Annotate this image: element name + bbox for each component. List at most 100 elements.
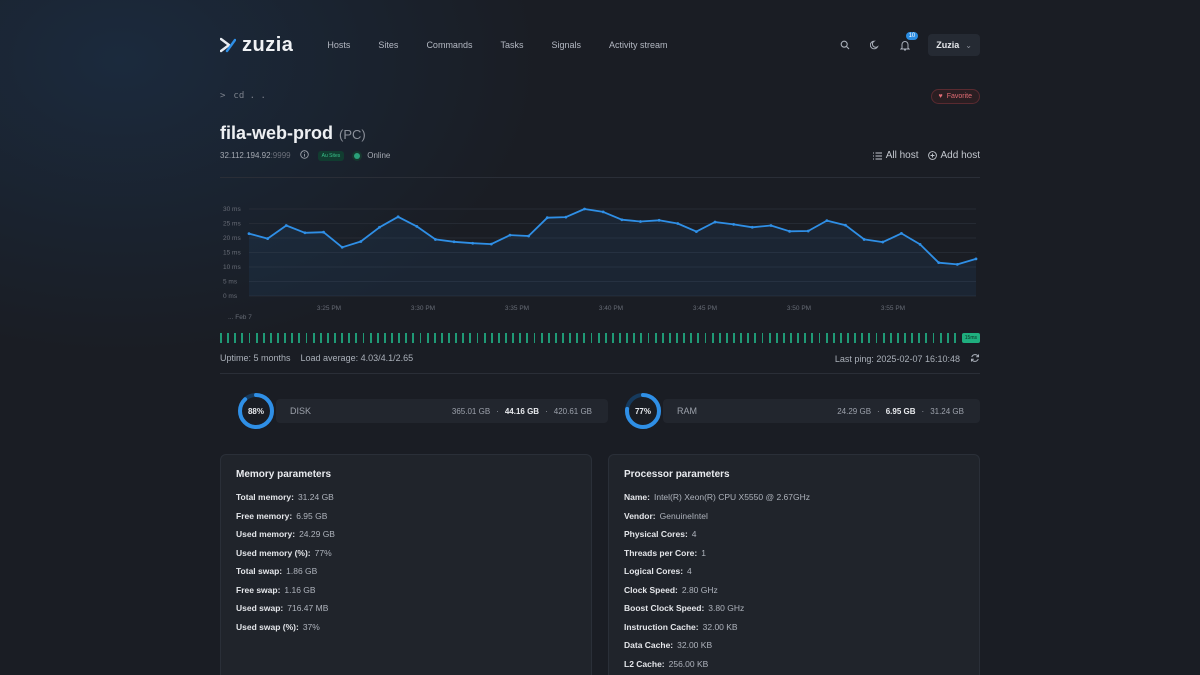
param-key: Free swap: <box>236 584 281 595</box>
memory-param-row: Used swap (%): 37% <box>236 622 576 632</box>
search-icon[interactable] <box>838 38 852 52</box>
ping-tick <box>291 333 294 343</box>
divider <box>220 373 980 374</box>
ping-tick <box>391 333 393 343</box>
ping-tick <box>825 333 828 343</box>
ping-tick <box>619 333 621 343</box>
param-key: Logical Cores: <box>624 566 684 576</box>
data-point <box>396 215 400 219</box>
ping-tick <box>918 333 921 343</box>
processor-param-row: Boost Clock Speed: 3.80 GHz <box>624 603 964 613</box>
nav-link-signals[interactable]: Signals <box>551 40 581 50</box>
ping-tick <box>754 333 757 343</box>
x-tick-label: 3:35 PM <box>505 305 529 312</box>
data-point <box>918 242 922 246</box>
memory-panel: Memory parameters Total memory: 31.24 GB F… <box>220 454 592 675</box>
ping-chart: 30 ms 25 ms 20 ms 15 ms 10 ms 5 ms 0 ms 3:25 PM… <box>223 206 978 321</box>
ping-tick <box>398 333 401 343</box>
param-value: 6.95 GB <box>296 510 328 521</box>
data-point <box>862 238 866 241</box>
data-point <box>955 262 959 266</box>
bell-icon[interactable]: 10 <box>898 32 919 52</box>
data-point <box>322 230 325 234</box>
nav-link-sites[interactable]: Sites <box>378 40 399 50</box>
ping-tick <box>433 333 436 343</box>
plus-circle-icon <box>927 151 937 160</box>
param-key: Clock Speed: <box>624 584 678 595</box>
param-value: GenuineIntel <box>659 510 708 521</box>
data-point <box>266 237 270 240</box>
ping-tick <box>440 333 443 343</box>
data-point <box>900 231 903 235</box>
memory-param-row: Total swap: 1.86 GB <box>236 566 576 576</box>
ram-values: 24.29 GB · 6.95 GB · 31.24 GB <box>837 406 964 416</box>
ping-tick <box>241 333 244 343</box>
ping-tick <box>569 333 572 343</box>
y-tick-label: 25 ms <box>223 221 241 228</box>
data-point <box>881 240 885 244</box>
ping-tick <box>341 333 344 343</box>
param-value: 716.47 MB <box>287 603 329 613</box>
x-tick-label: 3:55 PM <box>881 305 905 312</box>
ping-tick <box>790 333 792 343</box>
ping-tick <box>319 333 322 343</box>
info-icon[interactable] <box>299 150 309 161</box>
data-point <box>303 231 307 235</box>
ping-tick <box>854 333 857 343</box>
ping-tick <box>626 333 629 343</box>
breadcrumb-path[interactable]: cd . . <box>233 91 266 101</box>
memory-param-row: Used memory: 24.29 GB <box>236 529 576 539</box>
ping-tick <box>562 333 564 343</box>
nav-link-tasks[interactable]: Tasks <box>500 40 524 50</box>
param-value: 2.80 GHz <box>681 584 718 595</box>
data-point <box>508 233 512 237</box>
disk-label: DISK <box>290 406 312 416</box>
param-key: Total swap: <box>236 566 283 576</box>
status-dot-icon <box>354 152 361 159</box>
param-key: Name: <box>624 492 650 502</box>
y-tick-label: 5 ms <box>223 279 238 286</box>
ping-tick <box>832 333 835 343</box>
param-key: Instruction Cache: <box>624 621 699 632</box>
favorite-button[interactable]: ♥ Favorite <box>930 89 980 104</box>
y-tick-label: 20 ms <box>223 235 241 242</box>
ping-tick <box>497 333 500 343</box>
data-point <box>284 224 288 227</box>
add-host-button[interactable]: Add host <box>927 150 980 161</box>
notification-badge: 10 <box>905 32 919 40</box>
nav-link-commands[interactable]: Commands <box>426 40 473 50</box>
ping-tick <box>255 333 258 343</box>
ping-tick <box>946 333 949 343</box>
ping-tick <box>334 333 336 343</box>
param-value: 32.00 KB <box>702 621 738 632</box>
param-key: Free memory: <box>236 510 293 521</box>
all-host-button[interactable]: All host <box>872 150 919 161</box>
ram-usage: 77% RAM 24.29 GB · 6.95 GB · 31.24 GB <box>623 392 980 430</box>
user-menu-button[interactable]: Zuzia ⌄ <box>928 34 980 56</box>
logo[interactable]: zuzia <box>220 34 293 57</box>
moon-icon[interactable] <box>868 38 882 52</box>
date-label: ... Feb 7 <box>228 314 252 321</box>
ping-tick <box>875 333 878 343</box>
host-ip: 32.112.194.92:9999 <box>220 151 291 160</box>
load-average: Load average: 4.03/4.1/2.65 <box>300 353 414 363</box>
data-point <box>583 207 586 211</box>
ping-tick <box>455 333 458 343</box>
param-value: 31.24 GB <box>297 492 334 502</box>
series-area <box>249 209 976 296</box>
memory-panel-title: Memory parameters <box>236 469 332 480</box>
nav-link-activity-stream[interactable]: Activity stream <box>609 40 668 50</box>
ping-tick <box>690 333 693 343</box>
ping-tick <box>775 333 778 343</box>
param-key: Vendor: <box>624 510 656 521</box>
ping-tick <box>661 333 664 343</box>
param-value: 37% <box>302 621 320 632</box>
ping-tick <box>740 333 743 343</box>
processor-param-row: Clock Speed: 2.80 GHz <box>624 585 964 595</box>
refresh-icon[interactable] <box>970 353 980 365</box>
x-tick-label: 3:25 PM <box>317 305 341 312</box>
nav-link-hosts[interactable]: Hosts <box>327 40 351 50</box>
ping-tick <box>747 333 750 343</box>
processor-param-row: Threads per Core: 1 <box>624 548 964 558</box>
ping-tick <box>811 333 814 343</box>
